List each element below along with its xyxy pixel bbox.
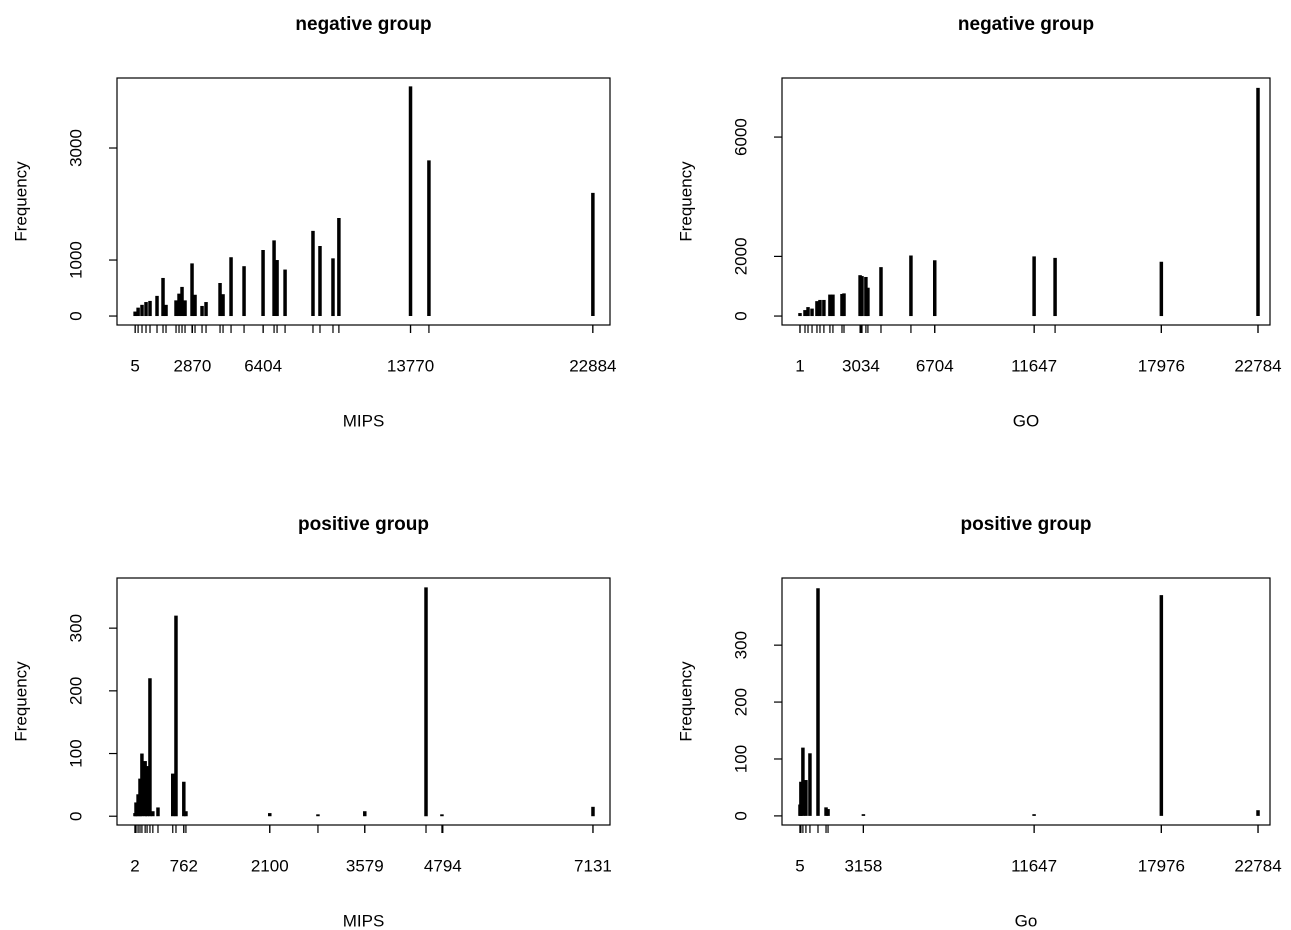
y-tick-label: 200 <box>66 677 85 705</box>
y-tick-label: 200 <box>731 688 750 716</box>
y-tick-label: 0 <box>731 811 750 820</box>
y-tick-label: 0 <box>731 311 750 320</box>
y-axis-label: Frequency <box>11 161 30 242</box>
x-tick-label: 3034 <box>842 356 880 375</box>
x-tick-label: 4794 <box>424 856 462 875</box>
x-tick-label: 762 <box>170 856 198 875</box>
x-tick-label: 3158 <box>844 856 882 875</box>
y-tick-label: 300 <box>66 614 85 642</box>
x-axis-label: MIPS <box>343 411 385 430</box>
x-tick-label: 2100 <box>251 856 289 875</box>
x-tick-label: 6404 <box>244 356 282 375</box>
y-tick-label: 100 <box>731 745 750 773</box>
x-tick-label: 17976 <box>1138 356 1185 375</box>
x-tick-label: 3579 <box>346 856 384 875</box>
y-tick-label: 300 <box>731 631 750 659</box>
x-tick-label: 6704 <box>916 356 954 375</box>
x-tick-label: 7131 <box>574 856 612 875</box>
y-axis-label: Frequency <box>11 661 30 742</box>
x-tick-label: 5 <box>130 356 139 375</box>
y-tick-label: 2000 <box>731 237 750 275</box>
y-tick-label: 3000 <box>66 129 85 167</box>
x-tick-label: 22784 <box>1234 356 1281 375</box>
x-tick-label: 2 <box>130 856 139 875</box>
x-tick-label: 22784 <box>1234 856 1281 875</box>
y-axis-label: Frequency <box>676 661 695 742</box>
y-tick-label: 0 <box>66 311 85 320</box>
panel-title: negative group <box>958 14 1094 35</box>
plot-box <box>116 77 611 326</box>
x-tick-label: 5 <box>795 856 804 875</box>
x-axis-label: MIPS <box>343 911 385 930</box>
x-tick-label: 17976 <box>1138 856 1185 875</box>
plot-box <box>781 577 1271 826</box>
y-tick-label: 100 <box>66 739 85 767</box>
panel-title: positive group <box>298 514 429 535</box>
x-tick-label: 1 <box>795 356 804 375</box>
plot-box <box>116 577 611 826</box>
y-axis-label: Frequency <box>676 161 695 242</box>
y-tick-label: 1000 <box>66 241 85 279</box>
y-tick-label: 6000 <box>731 118 750 156</box>
x-tick-label: 11647 <box>1011 356 1057 375</box>
x-axis-label: GO <box>1013 411 1039 430</box>
x-tick-label: 2870 <box>174 356 212 375</box>
x-tick-label: 22884 <box>569 356 616 375</box>
panel-title: negative group <box>295 14 431 35</box>
panel-title: positive group <box>961 514 1092 535</box>
x-tick-label: 13770 <box>387 356 434 375</box>
y-tick-label: 0 <box>66 811 85 820</box>
x-axis-label: Go <box>1015 911 1038 930</box>
x-tick-label: 11647 <box>1011 856 1057 875</box>
plot-box <box>781 77 1271 326</box>
